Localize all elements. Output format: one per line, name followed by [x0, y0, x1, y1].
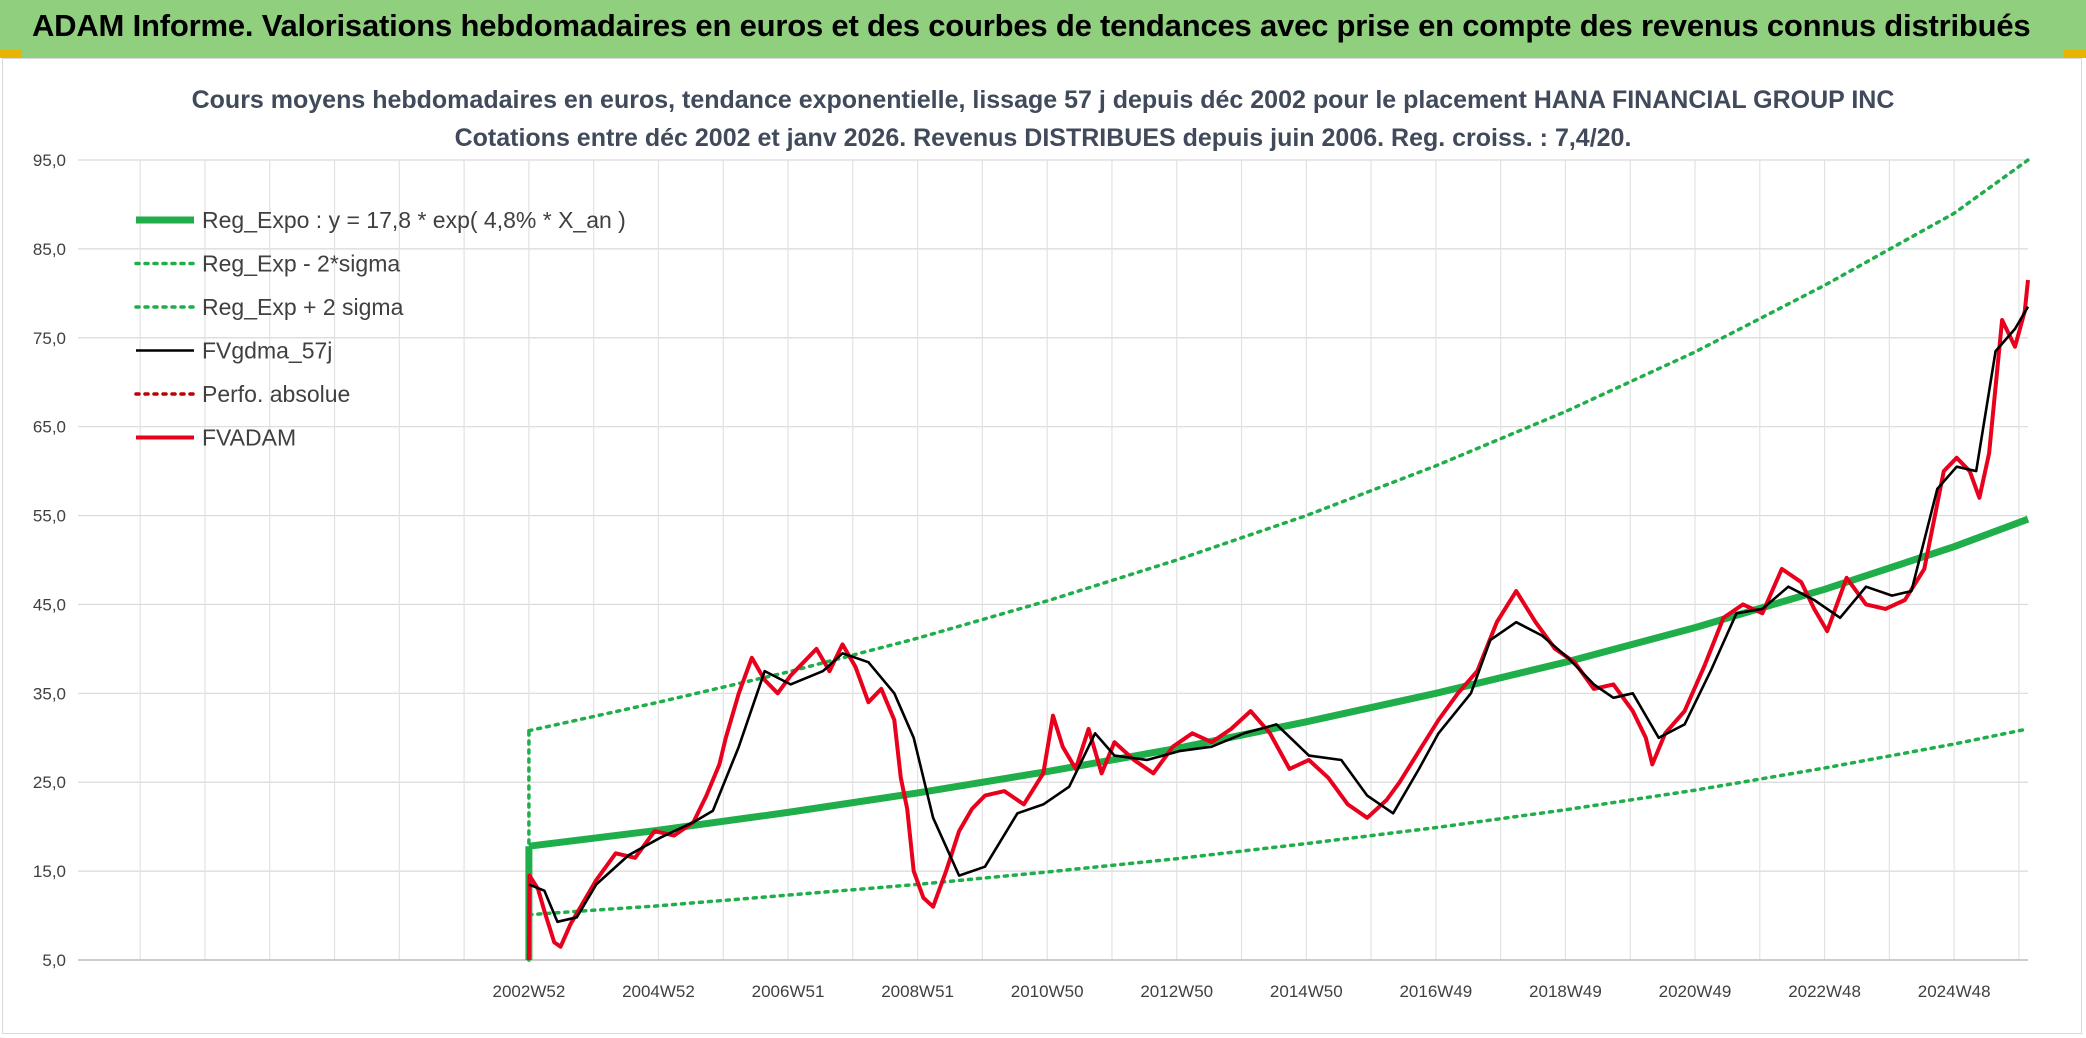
x-tick-label: 2010W50 — [1011, 982, 1084, 1001]
chart-frame — [2, 58, 2082, 1034]
legend-label: FVADAM — [202, 425, 296, 451]
banner-accent-right — [2064, 50, 2086, 58]
x-tick-label: 2006W51 — [752, 982, 825, 1001]
legend-label: Reg_Exp + 2 sigma — [202, 294, 404, 320]
report-title: ADAM Informe. Valorisations hebdomadaire… — [32, 8, 2031, 43]
y-tick-label: 95,0 — [33, 151, 66, 170]
banner-accent-left — [0, 50, 22, 58]
y-tick-label: 25,0 — [33, 773, 66, 792]
x-tick-label: 2016W49 — [1399, 982, 1472, 1001]
series-line-5 — [526, 279, 2030, 961]
y-tick-label: 65,0 — [33, 418, 66, 437]
x-tick-label: 2014W50 — [1270, 982, 1343, 1001]
chart-subtitle: Cotations entre déc 2002 et janv 2026. R… — [454, 124, 1632, 152]
x-tick-label: 2024W48 — [1918, 982, 1991, 1001]
y-tick-label: 35,0 — [33, 684, 66, 703]
legend-label: Perfo. absolue — [202, 381, 350, 407]
y-tick-label: 75,0 — [33, 329, 66, 348]
legend-label: Reg_Expo : y = 17,8 * exp( 4,8% * X_an ) — [202, 207, 626, 233]
x-tick-label: 2012W50 — [1140, 982, 1213, 1001]
series-line-2 — [527, 158, 2030, 733]
chart-title: Cours moyens hebdomadaires en euros, ten… — [191, 86, 1895, 114]
x-tick-label: 2008W51 — [881, 982, 954, 1001]
series-line-3 — [528, 306, 2030, 924]
series-lines — [525, 158, 2030, 962]
legend-label: Reg_Exp - 2*sigma — [202, 251, 400, 277]
report-banner: ADAM Informe. Valorisations hebdomadaire… — [0, 0, 2086, 58]
series-line-0 — [528, 515, 2030, 850]
y-tick-label: 55,0 — [33, 507, 66, 526]
series-line-1 — [527, 727, 2030, 917]
x-tick-label: 2002W52 — [493, 982, 566, 1001]
legend-label: FVgdma_57j — [202, 338, 332, 364]
axes: 5,0 15,0 25,0 35,0 45,0 55,0 65,0 75,0 85,0 95,0 2… — [33, 151, 2028, 1001]
x-tick-label: 2018W49 — [1529, 982, 1602, 1001]
y-tick-label: 85,0 — [33, 240, 66, 259]
y-tick-label: 15,0 — [33, 862, 66, 881]
grid — [78, 159, 2028, 961]
x-tick-label: 2004W52 — [622, 982, 695, 1001]
y-tick-label: 45,0 — [33, 595, 66, 614]
x-tick-label: 2020W49 — [1659, 982, 1732, 1001]
legend: Reg_Expo : y = 17,8 * exp( 4,8% * X_an )… — [134, 207, 626, 451]
x-tick-label: 2022W48 — [1788, 982, 1861, 1001]
y-tick-label: 5,0 — [42, 951, 66, 970]
